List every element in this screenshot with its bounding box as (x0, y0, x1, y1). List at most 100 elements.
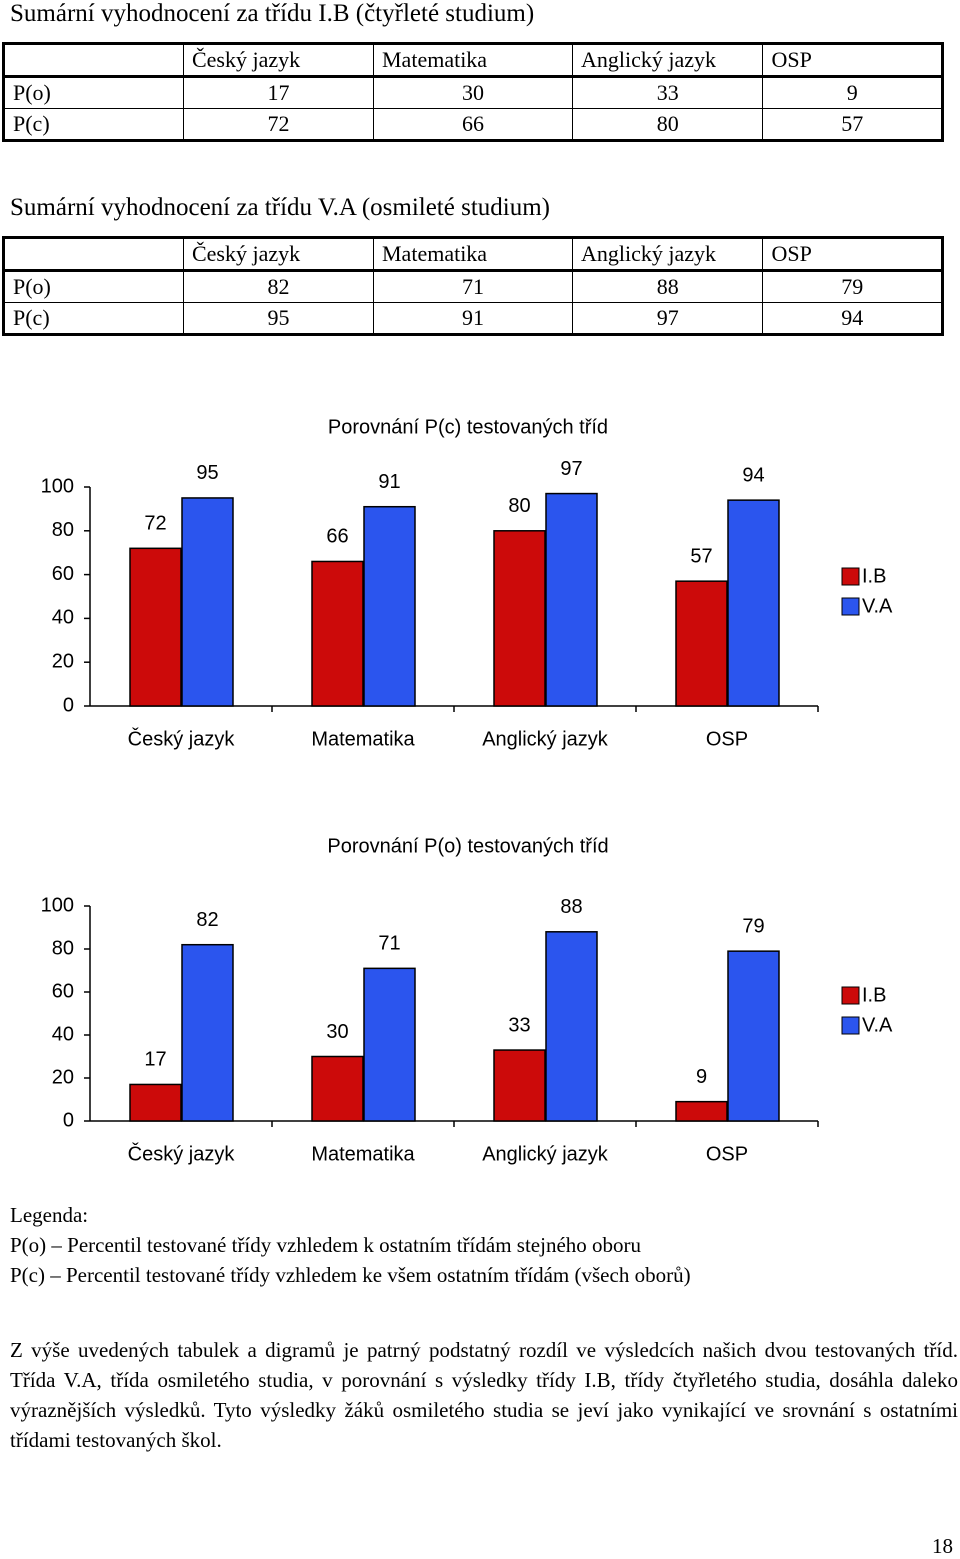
table-cell: 82 (182, 270, 375, 303)
data-label: 94 (742, 464, 764, 486)
section-title: Sumární vyhodnocení za třídu V.A (osmile… (10, 194, 550, 221)
data-label: 72 (144, 513, 166, 535)
table-row: P(c) 72 66 80 57 (3, 108, 943, 141)
table-cell: 88 (571, 270, 764, 303)
bar (545, 492, 598, 707)
data-label: 82 (196, 909, 218, 931)
x-tick-label: Anglický jazyk (482, 728, 609, 750)
bar (363, 505, 416, 707)
data-label: 91 (378, 471, 400, 493)
bar (493, 1049, 546, 1122)
x-tick-label: Matematika (311, 728, 415, 750)
page-number: 18 (932, 1534, 953, 1558)
data-label: 80 (508, 495, 530, 517)
y-tick-label: 100 (41, 475, 74, 497)
data-label: 30 (326, 1021, 348, 1043)
x-tick-label: Český jazyk (128, 1142, 236, 1165)
table-cell: 57 (762, 108, 943, 141)
y-tick-label: 60 (52, 563, 74, 585)
bar (311, 1055, 364, 1122)
x-tick-label: OSP (706, 728, 748, 750)
table-row: P(o) 82 71 88 79 (3, 270, 943, 303)
legend-label: I.B (862, 565, 886, 587)
table-cell: 79 (762, 270, 943, 303)
table-cell: 94 (762, 302, 943, 335)
table-header-cell: OSP (762, 43, 943, 78)
bar (545, 931, 598, 1122)
table-header-cell: Český jazyk (182, 43, 375, 78)
data-label: 79 (742, 915, 764, 937)
legend-marker (841, 567, 860, 586)
table-header-cell: Anglický jazyk (571, 237, 764, 272)
table-cell: 72 (182, 108, 375, 141)
section-title: Sumární vyhodnocení za třídu I.B (čtyřle… (10, 0, 535, 27)
bar (727, 950, 780, 1122)
table-cell: 71 (373, 270, 573, 303)
row-label: P(c) (3, 108, 184, 141)
table-cell: 9 (762, 76, 943, 109)
bar (129, 547, 182, 707)
legend-item: P(o) – Percentil testované třídy vzhlede… (10, 1233, 642, 1257)
chart: Porovnání P(c) testovaných tříd 0 20 40 60 80… (41, 416, 893, 750)
y-tick-label: 20 (52, 650, 74, 672)
x-tick-label: Matematika (311, 1143, 415, 1165)
bar (493, 530, 546, 707)
table-header-row: Český jazyk Matematika Anglický jazyk OSP (3, 43, 943, 78)
bar (675, 580, 728, 707)
bar (181, 497, 234, 707)
data-label: 66 (326, 526, 348, 548)
chart: Porovnání P(o) testovaných tříd 0 20 40 60 80… (41, 835, 893, 1165)
y-tick-label: 40 (52, 1023, 74, 1045)
chart-title: Porovnání P(c) testovaných tříd (328, 416, 608, 438)
table-cell: 30 (373, 76, 573, 109)
y-tick-label: 80 (52, 519, 74, 541)
bar (675, 1100, 728, 1122)
data-label: 9 (696, 1066, 707, 1088)
table-row: P(c) 95 91 97 94 (3, 302, 943, 335)
table-cell: 33 (571, 76, 764, 109)
table-cell: 95 (182, 302, 375, 335)
legend-label: I.B (862, 984, 886, 1006)
table: Český jazyk Matematika Anglický jazyk OSP P(… (2, 236, 944, 336)
legend-label: V.A (862, 595, 893, 617)
table-cell (3, 237, 184, 272)
legend-heading: Legenda: (10, 1203, 89, 1227)
legend-item: P(c) – Percentil testované třídy vzhlede… (10, 1263, 691, 1287)
table-cell (3, 43, 184, 78)
table-row: P(o) 17 30 33 9 (3, 76, 943, 109)
data-label: 57 (690, 545, 712, 567)
y-tick-label: 40 (52, 607, 74, 629)
table: Český jazyk Matematika Anglický jazyk OSP P(… (2, 42, 944, 142)
bar (181, 943, 234, 1122)
data-label: 88 (560, 896, 582, 918)
x-tick-label: OSP (706, 1143, 748, 1165)
legend-label: V.A (862, 1014, 893, 1036)
bar (129, 1083, 182, 1122)
bar (363, 967, 416, 1122)
table-cell: 80 (571, 108, 764, 141)
table-cell: 97 (571, 302, 764, 335)
y-tick-label: 80 (52, 937, 74, 959)
row-label: P(o) (3, 270, 184, 303)
table-header-cell: Český jazyk (182, 237, 375, 272)
table-header-cell: Matematika (373, 43, 573, 78)
data-label: 95 (196, 462, 218, 484)
table-header-cell: Matematika (373, 237, 573, 272)
table-header-cell: OSP (762, 237, 943, 272)
x-tick-label: Anglický jazyk (482, 1143, 609, 1165)
y-tick-label: 20 (52, 1066, 74, 1088)
paragraph: Z výše uvedených tabulek a digramů je pa… (10, 1338, 958, 1452)
table-header-cell: Anglický jazyk (571, 43, 764, 78)
table-cell: 17 (182, 76, 375, 109)
legend-block: Legenda: P(o) – Percentil testované tříd… (10, 1200, 950, 1290)
x-tick-label: Český jazyk (128, 727, 236, 750)
legend-marker (841, 986, 860, 1005)
row-label: P(o) (3, 76, 184, 109)
bar (311, 560, 364, 707)
legend-marker (841, 597, 860, 616)
row-label: P(c) (3, 302, 184, 335)
table-cell: 91 (373, 302, 573, 335)
y-tick-label: 0 (63, 1109, 74, 1131)
data-label: 17 (144, 1049, 166, 1071)
